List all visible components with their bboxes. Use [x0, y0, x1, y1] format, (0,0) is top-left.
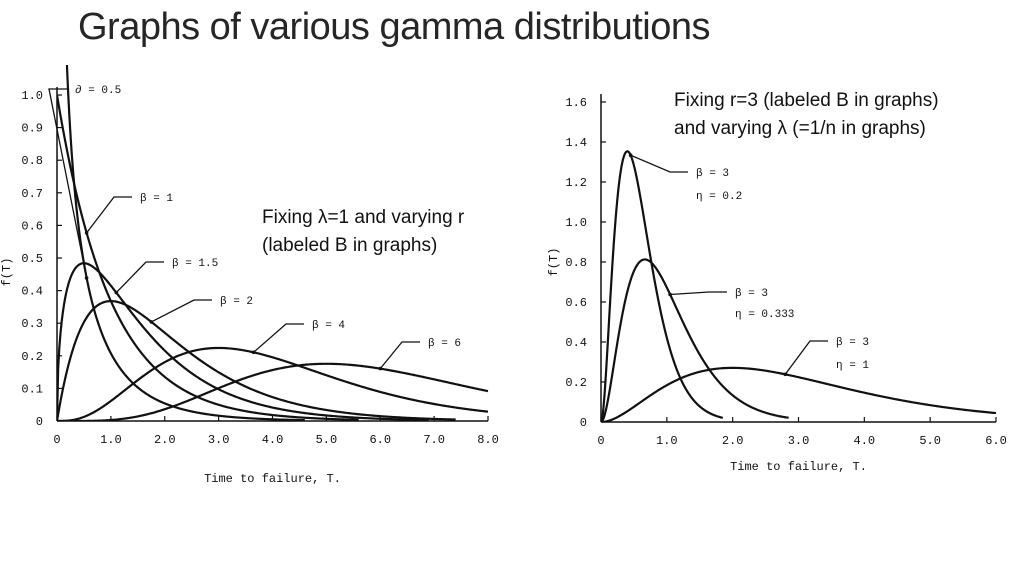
- series-leader-1: [630, 154, 688, 173]
- series-leader-dot: [628, 153, 633, 157]
- x-axis-title: Time to failure, T.: [730, 460, 867, 474]
- series-line-2: [601, 258, 789, 422]
- left-chart-note: Fixing λ=1 and varying r (labeled B in g…: [262, 204, 464, 260]
- x-tick-label: 7.0: [423, 433, 445, 447]
- series-leader-dot: [668, 292, 672, 297]
- series-line-2: [57, 94, 359, 421]
- series-label-3: β = 3: [836, 337, 869, 349]
- y-tick-label: 0.1: [21, 382, 43, 396]
- chart-1: 0 1.0 2.0 3.0 4.0 5.0 6.0 7.0 8.0 0 0.1 0.2 0.3 0.4 0.…: [0, 65, 499, 486]
- x-tick-label: 2.0: [154, 433, 176, 447]
- y-tick-label: 0.5: [21, 252, 43, 266]
- series-leader-2: [670, 291, 727, 296]
- series-leader-dot: [114, 290, 119, 295]
- x-tick-label: 3.0: [788, 434, 810, 448]
- y-tick-label: 0.6: [565, 296, 587, 310]
- chart-2: 0 1.0 2.0 3.0 4.0 5.0 6.0 0 0.2 0.4 0.6 0.8 1.0 1.2 1.…: [547, 94, 1007, 474]
- series-leader-3: [115, 261, 164, 294]
- x-tick-label: 4.0: [854, 434, 876, 448]
- x-axis-title: Time to failure, T.: [204, 472, 341, 486]
- series-line-3: [601, 366, 997, 422]
- y-tick-label: 0.6: [21, 219, 43, 233]
- x-tick-label: 5.0: [919, 434, 941, 448]
- x-tick-label: 5.0: [316, 433, 338, 447]
- y-tick-label: 0.4: [565, 336, 587, 350]
- y-tick-label: 0.8: [565, 256, 587, 270]
- y-tick-label: 1.0: [21, 89, 43, 103]
- series-leader-dot: [84, 276, 89, 280]
- series-leader-dot: [149, 320, 154, 324]
- series-label-6: β = 6: [428, 338, 461, 350]
- y-tick-label: 0.3: [21, 317, 43, 331]
- y-axis-title: f(T): [547, 248, 561, 277]
- left-note-line1: Fixing λ=1 and varying r: [262, 207, 465, 228]
- y-tick-label: 0: [36, 415, 43, 429]
- series-label-1: ∂ = 0.5: [75, 85, 121, 97]
- y-tick-label: 0.4: [21, 285, 43, 299]
- slide-title: Graphs of various gamma distributions: [78, 6, 711, 48]
- right-note-line1: Fixing r=3 (labeled B in graphs): [674, 90, 939, 111]
- series-leader-dot: [84, 231, 89, 235]
- y-tick-label: 1.0: [565, 216, 587, 230]
- x-tick-label: 4.0: [262, 433, 284, 447]
- y-tick-label: 0.2: [21, 350, 43, 364]
- x-tick-label: 3.0: [208, 433, 230, 447]
- series-label-2-line2: η = 0.333: [735, 309, 794, 321]
- x-tick-label: 8.0: [477, 433, 499, 447]
- x-tick-label: 1.0: [100, 433, 122, 447]
- series-leader-2: [86, 196, 132, 234]
- right-chart-note: Fixing r=3 (labeled B in graphs) and var…: [674, 87, 939, 143]
- series-leader-dot: [251, 350, 256, 355]
- series-line-6: [57, 362, 489, 421]
- y-tick-label: 1.6: [565, 96, 587, 110]
- series-label-5: β = 4: [312, 320, 345, 332]
- y-tick-label: 0: [580, 416, 587, 430]
- series-leader-5: [253, 323, 304, 353]
- x-tick-label: 2.0: [722, 434, 744, 448]
- y-tick-label: 0.8: [21, 154, 43, 168]
- x-tick-label: 6.0: [985, 434, 1007, 448]
- series-line-5: [57, 346, 489, 421]
- series-label-2: β = 1: [140, 193, 173, 205]
- series-line-1: [601, 150, 724, 422]
- series-label-4: β = 2: [220, 296, 253, 308]
- series-line-1: [65, 65, 305, 421]
- right-note-line2: and varying λ (=1/n in graphs): [674, 118, 926, 139]
- y-tick-label: 1.2: [565, 176, 587, 190]
- series-label-1-line2: η = 0.2: [696, 191, 742, 203]
- series-leader-3: [784, 340, 828, 375]
- x-tick-label: 0: [53, 433, 60, 447]
- series-line-3: [57, 262, 429, 421]
- x-tick-label: 1.0: [656, 434, 678, 448]
- x-tick-label: 6.0: [369, 433, 391, 447]
- series-line-4: [57, 299, 456, 421]
- y-tick-label: 0.2: [565, 376, 587, 390]
- left-note-line2: (labeled B in graphs): [262, 235, 438, 256]
- series-label-3: β = 1.5: [172, 258, 218, 270]
- series-leader-6: [379, 341, 420, 370]
- series-leader-1: [48, 88, 88, 279]
- series-label-1: β = 3: [696, 168, 729, 180]
- series-label-3-line2: η = 1: [836, 360, 869, 372]
- x-tick-label: 0: [597, 434, 604, 448]
- series-leader-4: [151, 299, 212, 323]
- y-axis-title: f(T): [0, 258, 14, 287]
- series-leader-dot: [783, 372, 788, 377]
- y-tick-label: 1.4: [565, 136, 587, 150]
- y-tick-label: 0.9: [21, 122, 43, 136]
- y-tick-label: 0.7: [21, 187, 43, 201]
- series-label-2: β = 3: [735, 288, 768, 300]
- series-leader-dot: [378, 366, 383, 371]
